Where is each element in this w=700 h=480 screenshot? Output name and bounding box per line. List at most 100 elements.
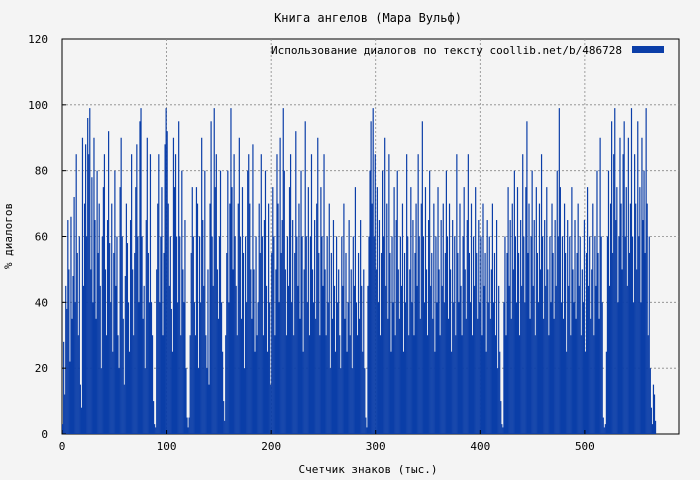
bar (255, 236, 257, 434)
bar (465, 318, 467, 434)
bar (550, 302, 552, 434)
bar (138, 302, 140, 434)
bar (556, 170, 558, 434)
bar (366, 427, 368, 434)
bar (538, 203, 541, 434)
bar (625, 187, 627, 434)
bar (143, 285, 145, 434)
bar (286, 236, 289, 434)
bar (69, 361, 71, 434)
bar (599, 137, 601, 434)
bar (561, 236, 564, 434)
bar (382, 170, 384, 434)
bar (493, 252, 496, 434)
bar (515, 302, 518, 434)
bar (423, 302, 426, 434)
bar (608, 285, 611, 434)
bar (457, 252, 459, 434)
bar (99, 285, 101, 434)
bar (529, 318, 531, 434)
bar (137, 236, 139, 434)
bar (650, 407, 652, 434)
bar (389, 252, 391, 434)
bar (525, 187, 527, 434)
bar (362, 351, 364, 434)
bar (384, 137, 386, 434)
bar (342, 285, 344, 434)
bar (202, 220, 204, 434)
bar (368, 236, 370, 434)
bar (488, 236, 490, 434)
bar (469, 302, 472, 434)
bar (323, 154, 325, 435)
bar (511, 203, 513, 434)
bar (592, 203, 594, 434)
tick-marks (61, 38, 586, 435)
bar (562, 318, 565, 434)
bar (217, 318, 220, 434)
bar (299, 318, 301, 434)
bar (461, 335, 463, 434)
bar (120, 137, 122, 434)
bar (231, 187, 233, 434)
bar (270, 384, 272, 434)
bar (483, 285, 485, 434)
bar (492, 302, 495, 434)
bar (296, 236, 298, 434)
bar (392, 302, 394, 434)
bar (432, 318, 434, 434)
bar (530, 236, 532, 434)
bar (98, 203, 100, 434)
bar (378, 220, 381, 434)
bar (110, 302, 112, 434)
bar (293, 335, 295, 434)
bar (534, 335, 536, 434)
bar (602, 417, 604, 434)
bar (522, 154, 524, 435)
bar (439, 335, 441, 434)
bar (128, 351, 131, 434)
bar (339, 335, 341, 434)
bar (420, 203, 422, 434)
bar (349, 335, 351, 434)
bar (569, 236, 571, 434)
bar (552, 252, 554, 434)
bar (149, 154, 152, 435)
bar (64, 394, 66, 434)
bar (140, 108, 142, 434)
bar (619, 137, 621, 434)
bar (614, 108, 616, 434)
bar (358, 318, 361, 434)
bar (417, 154, 419, 435)
bar (485, 351, 487, 434)
bar (343, 203, 345, 434)
bar (230, 108, 232, 434)
bar (180, 335, 182, 434)
bar (426, 335, 429, 434)
bar (124, 276, 126, 434)
bar (603, 427, 605, 434)
bar (645, 108, 647, 434)
bar (246, 302, 248, 434)
bar (145, 220, 147, 434)
bar (170, 308, 172, 434)
bar (578, 285, 580, 434)
bar (415, 203, 417, 434)
y-tick-label: 60 (35, 231, 48, 244)
bar (320, 187, 322, 434)
bar (548, 335, 550, 434)
bar (113, 252, 115, 434)
bar (146, 137, 148, 434)
bar (264, 170, 267, 434)
bar (394, 335, 396, 434)
bar (215, 154, 217, 435)
bar (83, 203, 86, 434)
bar (204, 170, 206, 434)
bar (400, 285, 403, 434)
bar (102, 187, 104, 434)
tick-labels: 0 100 200 300 400 500 0 20 40 60 80 100 120 (28, 33, 595, 453)
bar (194, 335, 197, 434)
bar (166, 131, 168, 434)
bar (251, 318, 253, 434)
